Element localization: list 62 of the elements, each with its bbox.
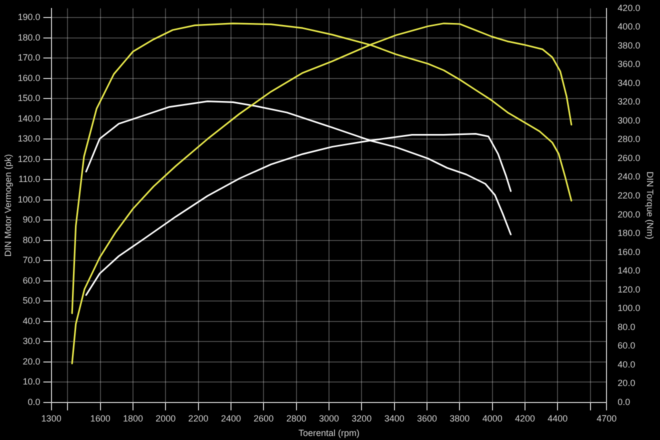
y-tick-label: 120.0 [18, 154, 40, 164]
y2-tick-label: 80.0 [618, 322, 636, 332]
y2-axis-title: DIN Torque (Nm) [645, 171, 656, 240]
y-axis-title: DIN Motor Vermogen (pk) [2, 154, 13, 257]
x-tick-label: 2600 [254, 413, 274, 424]
y2-tick-label: 0.0 [618, 396, 630, 407]
y2-tick-label: 140.0 [618, 266, 640, 276]
y2-tick-label: 20.0 [618, 378, 636, 388]
y-tick-label: 110.0 [18, 174, 40, 184]
x-tick-label: 3000 [318, 413, 340, 424]
y-tick-label: 20.0 [22, 356, 40, 366]
x-tick-label: 3200 [352, 413, 372, 424]
y2-tick-label: 300.0 [618, 115, 640, 126]
y-tick-label: 50.0 [22, 296, 40, 306]
y-tick-label: 70.0 [22, 255, 40, 266]
x-tick-label: 3600 [416, 413, 438, 424]
y-tick-label: 30.0 [22, 336, 40, 346]
x-tick-label: 1300 [41, 413, 62, 424]
x-tick-label: 1600 [90, 413, 110, 424]
y2-tick-label: 360.0 [618, 59, 640, 70]
y-tick-label: 160.0 [18, 72, 40, 83]
x-tick-label: 4200 [514, 413, 536, 424]
x-tick-label: 2400 [220, 413, 242, 424]
y-tick-label: 150.0 [18, 93, 40, 104]
y-tick-label: 140.0 [18, 113, 40, 124]
y-tick-label: 180.0 [18, 32, 40, 42]
y2-tick-label: 400.0 [618, 22, 640, 32]
y2-tick-label: 120.0 [618, 284, 640, 294]
x-tick-label: 1800 [122, 413, 144, 424]
y-tick-label: 40.0 [22, 316, 40, 326]
x-tick-label: 2000 [156, 413, 176, 424]
y2-tick-label: 160.0 [618, 246, 640, 257]
x-tick-label: 4700 [596, 413, 617, 424]
y-tick-label: 80.0 [22, 234, 40, 245]
y-tick-label: 60.0 [22, 275, 40, 286]
y2-tick-label: 40.0 [618, 359, 636, 370]
x-tick-label: 2800 [286, 413, 306, 424]
y2-tick-label: 60.0 [618, 340, 636, 351]
y-tick-label: 170.0 [18, 52, 40, 63]
y-tick-label: 100.0 [18, 194, 40, 204]
x-tick-label: 3800 [450, 413, 470, 424]
y-tick-label: 90.0 [22, 214, 40, 225]
x-tick-label: 4000 [482, 413, 502, 424]
y2-tick-label: 240.0 [618, 172, 640, 182]
y-tick-label: 130.0 [18, 134, 40, 144]
x-tick-label: 3400 [384, 413, 404, 424]
y2-tick-label: 200.0 [618, 209, 640, 220]
y-tick-label: 190.0 [18, 12, 40, 22]
y2-tick-label: 100.0 [618, 303, 640, 314]
x-axis-title: Toerental (rpm) [298, 428, 360, 438]
y2-tick-label: 420.0 [618, 2, 640, 13]
y2-tick-label: 380.0 [618, 40, 640, 50]
x-tick-label: 4400 [548, 413, 568, 424]
y-tick-label: 10.0 [22, 376, 40, 387]
y2-tick-label: 280.0 [618, 134, 640, 144]
y2-tick-label: 260.0 [618, 152, 640, 163]
y2-tick-label: 180.0 [618, 228, 640, 238]
y2-tick-label: 340.0 [618, 78, 640, 88]
x-tick-label: 2200 [188, 413, 208, 424]
y2-tick-label: 220.0 [618, 190, 640, 201]
y2-tick-label: 320.0 [618, 96, 640, 107]
y-tick-label: 0.0 [28, 396, 40, 407]
